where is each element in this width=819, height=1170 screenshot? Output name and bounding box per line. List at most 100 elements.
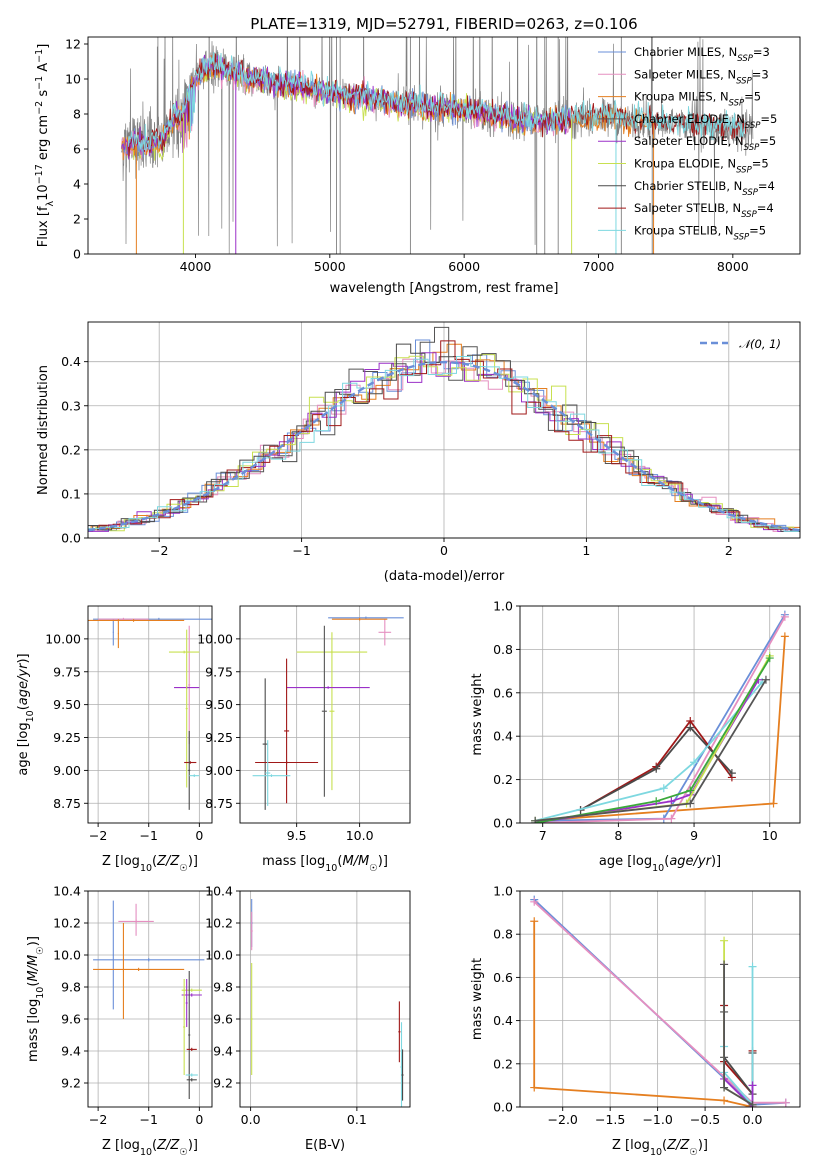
y-tick-label-2: 0.2 [61, 442, 81, 457]
mass-vs-metallicity-panel: −2 −1 0 9.2 9.4 9.6 9.8 10.0 10.2 10.4 Z [log10(Z/… [26, 884, 213, 1158]
x-tick-label-0: 7 [539, 828, 547, 843]
x-tick-label-4: 2 [725, 543, 733, 558]
x-axis-label: wavelength [Angstrom, rest frame] [330, 281, 559, 296]
y-tick-label-1: 9.4 [61, 1044, 81, 1059]
y-tick-label-5: 1.0 [493, 884, 513, 899]
weight-marker-0-2 [780, 632, 789, 641]
y-tick-label-2: 4 [73, 177, 81, 192]
y-tick-label-0: 9.2 [61, 1076, 81, 1091]
weight-marker-7-0 [720, 936, 729, 945]
axes-frame [239, 605, 411, 824]
weight-line-7 [534, 655, 771, 822]
y-tick-label-1: 9.4 [213, 1044, 233, 1059]
age-vs-metallicity-panel: −2 −1 0 8.75 9.00 9.25 9.50 9.75 10.00 Z [log10(Z… [16, 605, 213, 874]
hist-kroupa-elodie [88, 354, 800, 532]
y-tick-label-3: 0.6 [493, 970, 513, 985]
y-tick-label-4: 0.4 [61, 354, 81, 369]
x-tick-label-1: −1 [140, 1112, 158, 1127]
y-tick-label-2: 0.4 [493, 729, 513, 744]
mass-vs-ebv-panel: 0.0 0.1 9.2 9.4 9.6 9.8 10.0 10.2 10.4 E(B-V) [205, 884, 411, 1153]
y-axis-label: Flux [fλ10−17 erg cm−2 s−1 A−1] [34, 44, 56, 248]
x-tick-label-1: −1 [292, 543, 310, 558]
x-tick-label-1: 8 [614, 828, 622, 843]
x-tick-label-4: 8000 [717, 259, 749, 274]
plot-area [530, 895, 790, 1107]
weight-marker-5-1 [659, 784, 668, 793]
plot-area [93, 900, 205, 1099]
legend-label-4: Salpeter ELODIE, NSSP=5 [634, 134, 776, 153]
x-tick-label-2: −1.0 [642, 1112, 672, 1127]
x-tick-label-0: 0.0 [241, 1112, 261, 1127]
x-tick-label-0: 4000 [180, 259, 212, 274]
y-tick-label-1: 2 [73, 212, 81, 227]
y-tick-label-6: 10.4 [53, 884, 81, 899]
x-tick-label-1: 0.1 [347, 1112, 367, 1127]
x-axis-label: Z [log10(Z/Z☉)] [612, 1138, 708, 1158]
y-tick-label-4: 10.0 [205, 948, 233, 963]
weight-marker-8-2 [686, 786, 695, 795]
x-tick-label-0: −2 [150, 543, 168, 558]
y-tick-label-0: 8.75 [53, 796, 81, 811]
y-tick-label-2: 9.25 [205, 730, 233, 745]
residuals-panel: −2 −1 0 1 2 0.0 0.1 0.2 0.3 0.4 (data-model)/error… [36, 321, 801, 584]
x-tick-label-0: 9.5 [287, 828, 307, 843]
weight-line-0 [533, 921, 753, 1107]
y-tick-label-2: 0.4 [493, 1013, 513, 1028]
x-tick-label-4: 0.0 [743, 1112, 763, 1127]
y-tick-label-3: 9.50 [53, 697, 81, 712]
weight-marker-0-1 [769, 799, 778, 808]
y-axis-label: mass weight [470, 958, 485, 1040]
y-tick-label-6: 10.4 [205, 884, 233, 899]
weight-marker-4-2 [686, 723, 695, 732]
plot-area [252, 616, 404, 810]
y-tick-label-3: 9.50 [205, 697, 233, 712]
legend-label-gaussian: 𝒩(0, 1) [739, 337, 781, 351]
weight-marker-8-2 [748, 1100, 757, 1107]
weight-marker-6-1 [667, 797, 676, 806]
y-tick-label-5: 10 [65, 72, 81, 87]
weight-vs-age-panel: 7 8 9 10 0.0 0.2 0.4 0.6 0.8 1.0 age [log10(age/yr… [470, 599, 801, 874]
y-tick-label-5: 10.00 [197, 631, 233, 646]
hist-kroupa-stelib [88, 356, 800, 532]
legend-label-5: Kroupa ELODIE, NSSP=5 [634, 157, 769, 176]
gaussian-curve [88, 360, 800, 532]
weight-line-6 [534, 679, 760, 823]
plot-area [531, 610, 789, 823]
y-axis-label: mass weight [470, 673, 485, 755]
axes-frame [519, 605, 801, 824]
y-axis-label: Normed distribution [36, 365, 51, 495]
weight-marker-8-1 [652, 797, 661, 806]
x-tick-label-1: −1 [140, 828, 158, 843]
x-tick-label-3: 7000 [583, 259, 615, 274]
x-tick-label-3: 10 [762, 828, 778, 843]
legend-label-7: Salpeter STELIB, NSSP=4 [634, 201, 774, 220]
y-tick-label-4: 0.8 [493, 642, 513, 657]
x-tick-label-1: 10.0 [346, 828, 374, 843]
y-tick-label-1: 0.1 [61, 486, 81, 501]
weight-marker-5-2 [690, 758, 699, 767]
y-tick-label-0: 8.75 [205, 796, 233, 811]
legend-label-1: Salpeter MILES, NSSP=3 [634, 67, 769, 86]
y-tick-label-4: 9.75 [205, 664, 233, 679]
y-tick-label-0: 0.0 [493, 816, 513, 831]
weight-marker-5-3 [748, 962, 757, 971]
y-tick-label-2: 9.6 [213, 1012, 233, 1027]
weight-line-4 [580, 726, 733, 811]
y-tick-label-4: 8 [73, 107, 81, 122]
y-tick-label-4: 9.75 [53, 664, 81, 679]
weight-marker-2-2 [781, 1098, 790, 1107]
x-axis-label: mass [log10(M/M☉)] [262, 854, 388, 874]
x-tick-label-1: 5000 [314, 259, 346, 274]
y-tick-label-3: 0.3 [61, 398, 81, 413]
y-tick-label-2: 9.6 [61, 1012, 81, 1027]
weight-marker-9-0 [531, 816, 540, 823]
x-axis-label: E(B-V) [305, 1138, 345, 1153]
legend-label-8: Kroupa STELIB, NSSP=5 [634, 223, 766, 242]
y-tick-label-3: 6 [73, 142, 81, 157]
age-vs-mass-panel: 9.5 10.0 8.75 9.00 9.25 9.50 9.75 10.00 mass [lo… [197, 605, 411, 874]
weight-marker-4-3 [727, 769, 736, 778]
x-tick-label-3: 1 [582, 543, 590, 558]
weight-marker-0-2 [720, 1096, 729, 1105]
plot-area [250, 899, 404, 1107]
